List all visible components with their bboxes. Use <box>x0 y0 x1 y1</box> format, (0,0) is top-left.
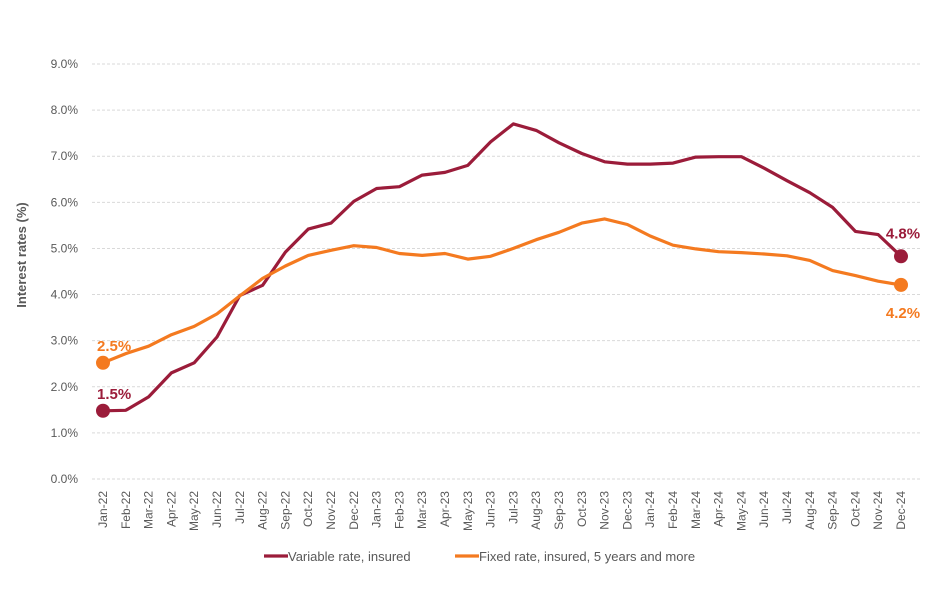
x-tick-label: Jun-22 <box>210 491 224 528</box>
x-tick-label: Feb-23 <box>392 491 406 529</box>
y-tick-label: 1.0% <box>51 426 79 440</box>
series-line <box>101 217 903 365</box>
x-tick-label: Oct-23 <box>575 491 589 527</box>
x-tick-label: Dec-23 <box>620 491 634 530</box>
x-tick-label: Dec-24 <box>894 491 908 530</box>
x-tick-label: Apr-24 <box>712 491 726 527</box>
x-tick-label: Apr-22 <box>164 491 178 527</box>
x-axis-ticks: Jan-22 Feb-22 Mar-22 Apr-22 May-22 Jun-22 Jul-… <box>96 491 908 531</box>
x-tick-label: Feb-24 <box>666 491 680 529</box>
x-tick-label: May-24 <box>734 491 748 531</box>
y-axis-ticks: 0.0% 1.0% 2.0% 3.0% 4.0% 5.0% 6.0% 7.0% 8.0% 9.0% <box>51 57 79 486</box>
x-tick-label: Jul-24 <box>780 491 794 524</box>
y-tick-label: 5.0% <box>51 241 79 255</box>
x-tick-label: Nov-24 <box>871 491 885 530</box>
end-data-label: 4.8% <box>886 225 920 242</box>
y-tick-label: 2.0% <box>51 380 79 394</box>
x-tick-label: Feb-22 <box>119 491 133 529</box>
y-tick-label: 6.0% <box>51 195 79 209</box>
x-tick-label: Jun-24 <box>757 491 771 528</box>
x-tick-label: Nov-22 <box>324 491 338 530</box>
x-tick-label: Mar-24 <box>689 491 703 529</box>
x-tick-label: Jun-23 <box>484 491 498 528</box>
x-tick-label: Aug-22 <box>256 491 270 530</box>
legend: Variable rate, insured Fixed rate, insure… <box>264 549 695 564</box>
y-tick-label: 7.0% <box>51 149 79 163</box>
x-tick-label: Sep-24 <box>826 491 840 530</box>
x-tick-label: Mar-23 <box>415 491 429 529</box>
x-tick-label: Aug-24 <box>803 491 817 530</box>
x-tick-label: Sep-23 <box>552 491 566 530</box>
x-tick-label: Jul-22 <box>233 491 247 524</box>
x-tick-label: Oct-24 <box>848 491 862 527</box>
start-data-label: 2.5% <box>97 338 131 355</box>
y-tick-label: 9.0% <box>51 57 79 71</box>
x-tick-label: Jan-22 <box>96 491 110 528</box>
end-data-label: 4.2% <box>886 305 920 322</box>
x-tick-label: May-22 <box>187 491 201 531</box>
y-tick-label: 0.0% <box>51 472 79 486</box>
end-markers: 1.5% 4.8% 2.5% 4.2% <box>96 225 920 418</box>
x-tick-label: Jan-24 <box>643 491 657 528</box>
y-tick-label: 3.0% <box>51 334 79 348</box>
x-tick-label: May-23 <box>461 491 475 531</box>
start-data-label: 1.5% <box>97 386 131 403</box>
start-marker <box>96 403 110 418</box>
x-tick-label: Jul-23 <box>506 491 520 524</box>
x-tick-label: Mar-22 <box>142 491 156 529</box>
series-line <box>101 122 903 413</box>
legend-label: Fixed rate, insured, 5 years and more <box>479 549 695 564</box>
y-tick-label: 4.0% <box>51 288 79 302</box>
end-marker <box>894 277 908 292</box>
x-tick-label: Jan-23 <box>370 491 384 528</box>
x-tick-label: Nov-23 <box>598 491 612 530</box>
x-tick-label: Sep-22 <box>278 491 292 530</box>
x-tick-label: Oct-22 <box>301 491 315 527</box>
series-lines <box>101 122 903 413</box>
x-tick-label: Apr-23 <box>438 491 452 527</box>
grid-lines <box>92 63 920 480</box>
legend-label: Variable rate, insured <box>288 549 411 564</box>
start-marker <box>96 355 110 370</box>
x-tick-label: Aug-23 <box>529 491 543 530</box>
end-marker <box>894 249 908 264</box>
x-tick-label: Dec-22 <box>347 491 361 530</box>
y-tick-label: 8.0% <box>51 103 79 117</box>
y-axis-title: Interest rates (%) <box>14 202 29 307</box>
